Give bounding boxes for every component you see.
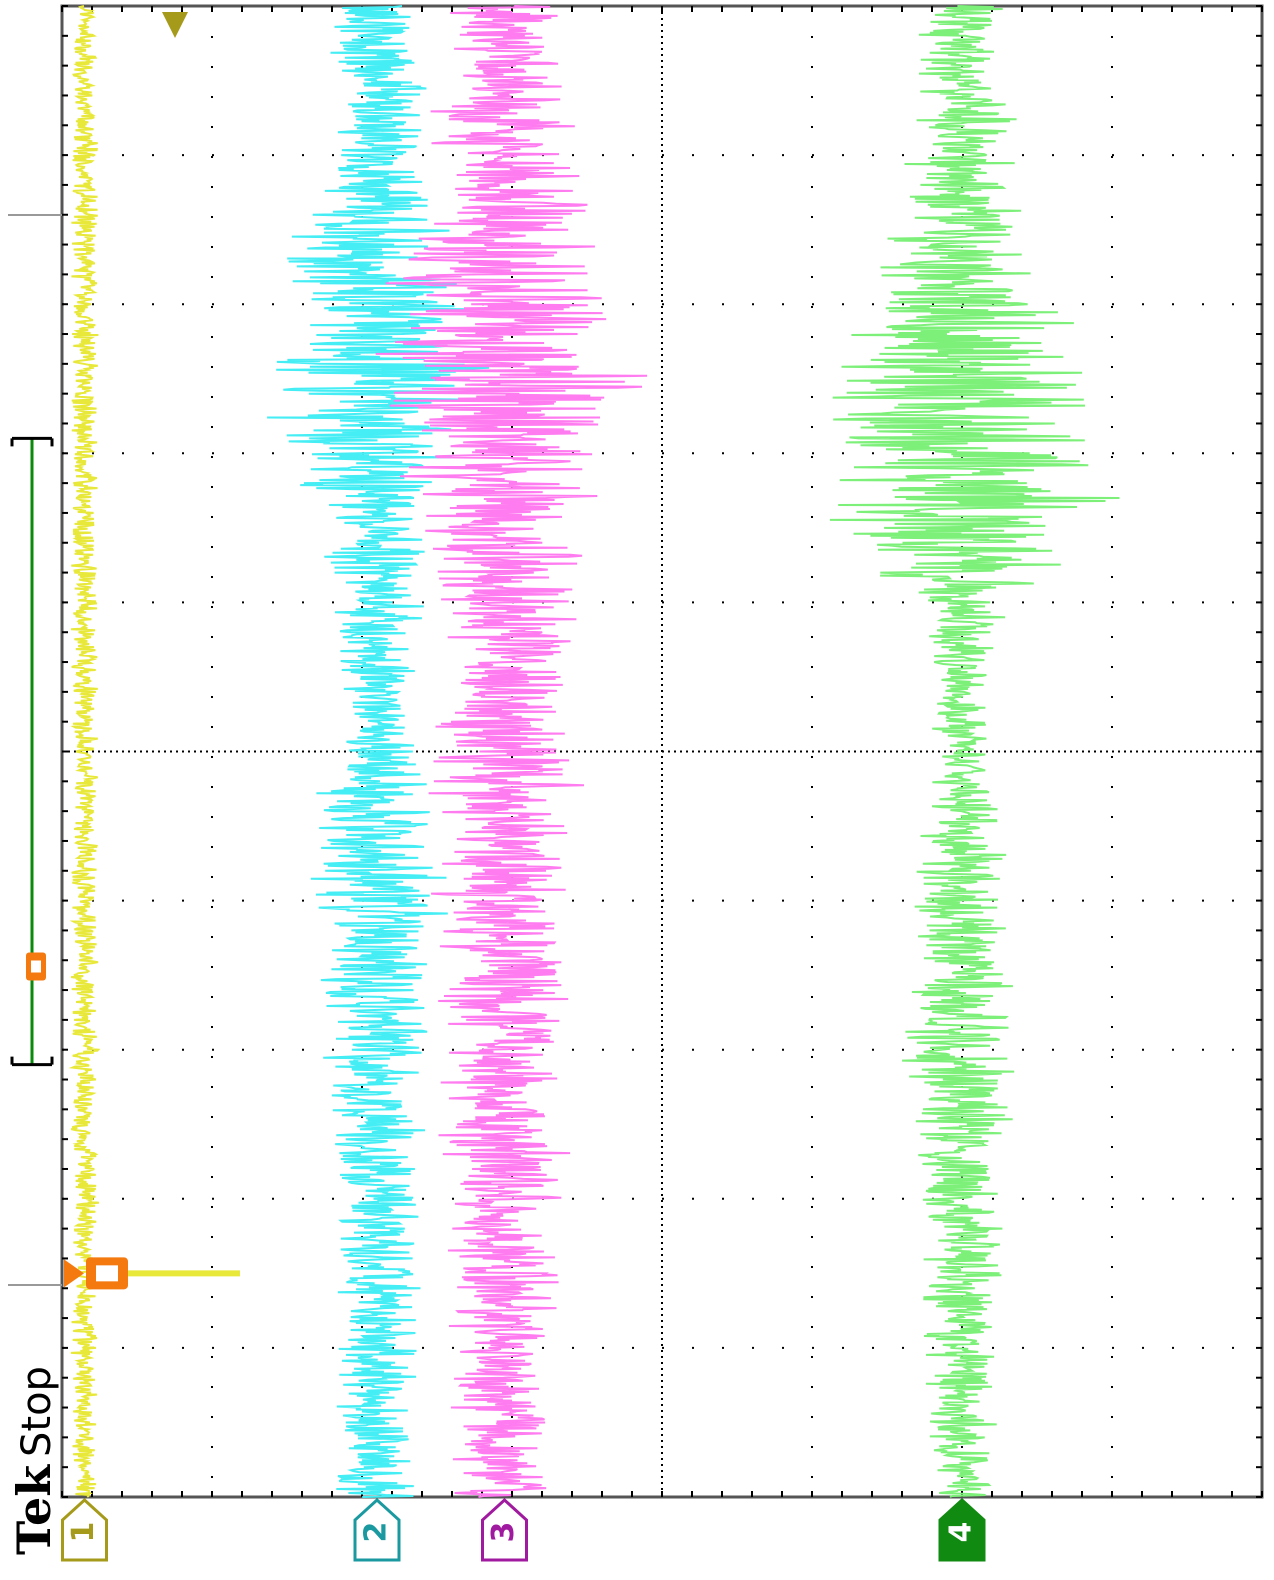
trace-channel-4 (829, 5, 1120, 1498)
channel-marker-label: 3 (486, 1522, 521, 1543)
channel-marker-label: 2 (359, 1522, 394, 1543)
channel-marker-4: 4 (938, 1497, 986, 1562)
channel-marker-shape (353, 1497, 401, 1562)
channel-marker-shape (938, 1497, 986, 1562)
channel-marker-label: 4 (944, 1522, 979, 1543)
channel-marker-shape (61, 1497, 108, 1562)
record-window-bar (8, 214, 62, 1286)
channel-marker-label: 1 (66, 1522, 101, 1543)
trace-channel-1 (68, 5, 101, 1498)
trigger-position-marker-inner (31, 960, 41, 973)
channel-marker-shape (481, 1497, 528, 1562)
status-label: Tek Stop (7, 1366, 61, 1555)
trigger-level-arrow (64, 1259, 84, 1288)
graticule (60, 4, 1264, 1499)
markers: 1 2 3 4 (8, 12, 986, 1562)
channel-marker-2: 2 (353, 1497, 401, 1562)
brand-label: Tek (7, 1464, 61, 1555)
acquisition-status: Stop (14, 1366, 60, 1457)
trace-channel-3 (375, 5, 648, 1498)
trigger-level-marker (64, 1257, 240, 1290)
record-window-bracket-bottom (10, 1056, 54, 1067)
waveform-traces (68, 5, 1120, 1498)
channel-marker-1: 1 (61, 1497, 108, 1562)
channel-marker-3: 3 (481, 1497, 528, 1562)
record-window-bracket-top (10, 436, 54, 447)
trigger-level-box-inner (96, 1265, 118, 1282)
trace-channel-2 (267, 5, 490, 1498)
